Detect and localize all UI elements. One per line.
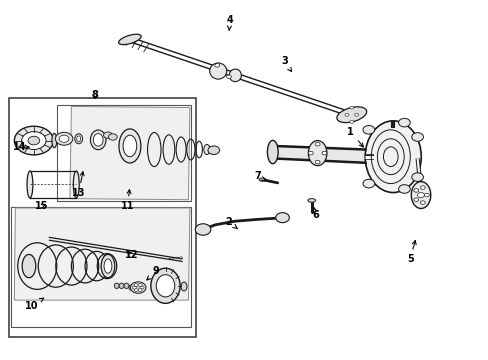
Circle shape [315, 160, 320, 164]
Circle shape [398, 185, 409, 193]
Ellipse shape [75, 134, 82, 144]
Ellipse shape [365, 121, 420, 193]
Circle shape [130, 282, 146, 293]
Text: 14: 14 [13, 142, 29, 152]
PathPatch shape [273, 146, 365, 163]
Text: 6: 6 [312, 207, 319, 220]
Ellipse shape [52, 134, 57, 148]
Circle shape [138, 284, 142, 287]
Ellipse shape [73, 171, 79, 198]
Circle shape [362, 126, 374, 134]
Circle shape [55, 132, 73, 145]
Text: 12: 12 [124, 250, 138, 260]
Circle shape [132, 286, 136, 289]
Circle shape [411, 173, 423, 181]
Text: 8: 8 [91, 90, 98, 100]
Circle shape [420, 186, 425, 189]
Text: 5: 5 [406, 240, 415, 264]
Ellipse shape [119, 129, 141, 163]
Polygon shape [14, 208, 189, 300]
Circle shape [134, 289, 138, 292]
Text: 3: 3 [281, 56, 291, 72]
Circle shape [14, 126, 53, 155]
Text: 13: 13 [72, 172, 85, 198]
Ellipse shape [181, 282, 186, 291]
Circle shape [214, 63, 219, 67]
Ellipse shape [151, 268, 180, 303]
Text: 10: 10 [25, 298, 43, 311]
Ellipse shape [307, 199, 315, 202]
Circle shape [315, 142, 320, 146]
Ellipse shape [104, 259, 112, 273]
Circle shape [21, 132, 46, 149]
Circle shape [417, 193, 424, 198]
Circle shape [195, 224, 210, 235]
Ellipse shape [93, 134, 103, 146]
Circle shape [108, 134, 117, 140]
Polygon shape [57, 105, 190, 201]
Ellipse shape [203, 144, 210, 154]
Ellipse shape [119, 34, 141, 45]
Text: 9: 9 [146, 266, 159, 280]
Circle shape [413, 189, 418, 192]
Circle shape [140, 286, 144, 289]
Ellipse shape [90, 130, 106, 150]
Polygon shape [11, 207, 190, 327]
Text: 1: 1 [346, 127, 363, 147]
Circle shape [354, 113, 358, 116]
Circle shape [103, 132, 112, 138]
Circle shape [349, 106, 353, 109]
Ellipse shape [267, 140, 278, 164]
Ellipse shape [22, 255, 36, 278]
Circle shape [344, 113, 348, 116]
Circle shape [322, 151, 326, 155]
Ellipse shape [114, 283, 119, 288]
Circle shape [362, 179, 374, 188]
Circle shape [226, 75, 231, 78]
Circle shape [411, 133, 423, 141]
Circle shape [28, 136, 40, 145]
Circle shape [59, 135, 69, 142]
Ellipse shape [259, 178, 265, 181]
Ellipse shape [336, 107, 366, 123]
Ellipse shape [129, 285, 134, 290]
Circle shape [420, 201, 425, 204]
Ellipse shape [209, 63, 226, 79]
Ellipse shape [410, 181, 430, 208]
Circle shape [138, 289, 142, 292]
Text: 2: 2 [225, 217, 237, 228]
Ellipse shape [124, 283, 129, 288]
Bar [9, 98, 195, 337]
Ellipse shape [119, 283, 124, 288]
Circle shape [424, 193, 428, 197]
Ellipse shape [77, 136, 81, 141]
Circle shape [308, 151, 313, 155]
Circle shape [275, 213, 289, 223]
Text: 15: 15 [35, 201, 49, 211]
Circle shape [398, 118, 409, 127]
Ellipse shape [156, 275, 174, 297]
Ellipse shape [229, 69, 241, 82]
Circle shape [349, 121, 353, 123]
Text: 11: 11 [121, 190, 134, 211]
Circle shape [207, 146, 219, 154]
Ellipse shape [101, 255, 115, 278]
Polygon shape [70, 107, 189, 200]
Ellipse shape [123, 135, 137, 157]
Circle shape [134, 284, 138, 287]
Text: 7: 7 [254, 171, 265, 181]
Ellipse shape [308, 140, 326, 166]
Text: 4: 4 [226, 15, 233, 30]
Ellipse shape [27, 171, 33, 198]
Circle shape [413, 198, 418, 202]
